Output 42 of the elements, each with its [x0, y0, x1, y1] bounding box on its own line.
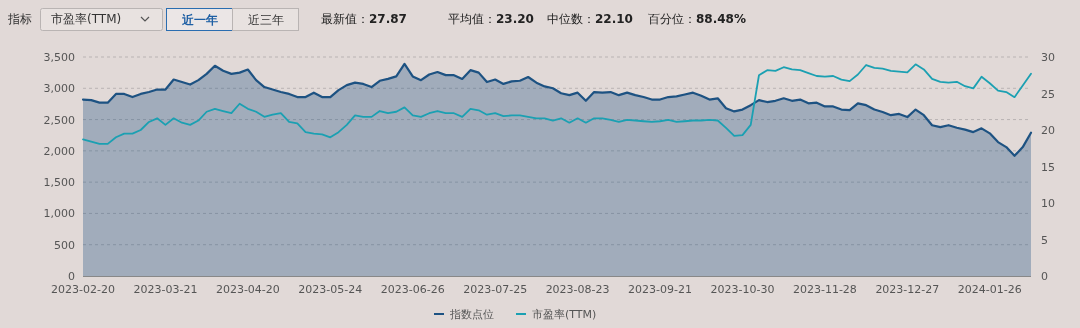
- y-tick-label: 2,500: [43, 113, 75, 127]
- text: 最新值：: [321, 12, 369, 26]
- x-tick-label: 2023-05-24: [298, 283, 363, 296]
- legend-label: 指数点位: [449, 308, 494, 321]
- y-tick-label: 1,000: [43, 207, 75, 221]
- text: 中位数：: [547, 12, 595, 26]
- line-series: [82, 63, 1032, 145]
- x-tick-label: 2023-08-23: [545, 283, 610, 296]
- x-tick-label: 2023-07-25: [463, 283, 528, 296]
- x-tick-label: 2023-02-20: [51, 283, 115, 296]
- text: 27.87: [369, 12, 407, 26]
- y-tick-label: 500: [54, 238, 75, 252]
- y2-tick-label: 15: [1041, 160, 1055, 174]
- x-tick-label: 2023-12-27: [875, 283, 940, 296]
- x-tick-label: 2023-11-28: [792, 283, 857, 296]
- y2-tick-label: 5: [1041, 233, 1048, 247]
- text: 近一年: [180, 12, 218, 27]
- y-tick-label: 2,000: [43, 144, 75, 158]
- y-tick-label: 1,500: [43, 176, 75, 190]
- y2-tick-label: 10: [1041, 197, 1055, 210]
- text: 百分位：: [648, 12, 696, 26]
- legend-label: 市盈率(TTM): [532, 308, 597, 321]
- x-tick-label: 2024-01-26: [957, 283, 1022, 296]
- y-tick-label: 3,500: [43, 51, 75, 64]
- text: 平均值：: [448, 12, 496, 26]
- y2-tick-label: 30: [1041, 51, 1055, 64]
- y-tick-label: 3,000: [43, 82, 75, 96]
- x-tick-label: 2023-04-20: [215, 283, 280, 296]
- x-tick-label: 2023-10-30: [710, 283, 775, 296]
- x-tick-label: 2023-09-21: [628, 283, 693, 296]
- x-tick-label: 2023-06-26: [380, 283, 445, 296]
- text: 23.20: [496, 12, 534, 26]
- text: 指标: [7, 12, 32, 26]
- y2-tick-label: 20: [1041, 124, 1055, 137]
- text: 22.10: [595, 12, 633, 26]
- text: 市盈率(TTM): [51, 12, 122, 26]
- text: 近三年: [247, 12, 284, 27]
- text: 88.48%: [696, 12, 746, 26]
- y2-tick-label: 25: [1041, 87, 1055, 101]
- y2-tick-label: 0: [1041, 270, 1048, 283]
- x-tick-label: 2023-03-21: [133, 283, 198, 296]
- y-tick-label: 0: [68, 270, 75, 283]
